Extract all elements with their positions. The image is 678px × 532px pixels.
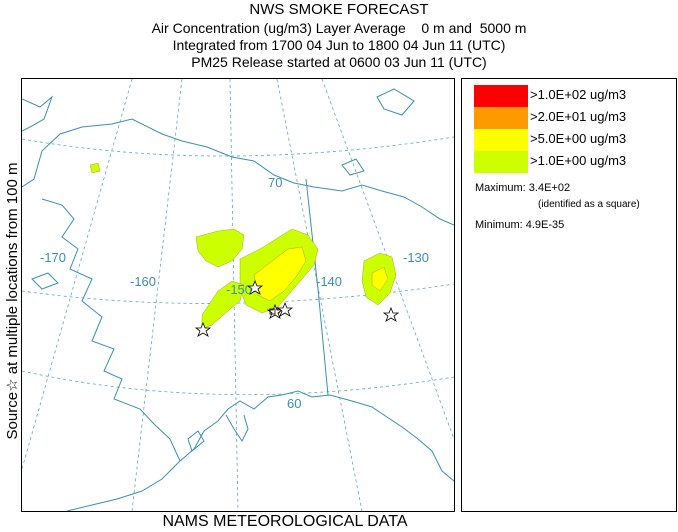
lon-label-170: -170 xyxy=(40,250,66,265)
kenai-peninsula xyxy=(225,414,249,442)
smoke-plumes xyxy=(89,162,397,330)
subtitle-release: PM25 Release started at 0600 03 Jun 11 (… xyxy=(191,54,487,70)
subtitle-concentration: Air Concentration (ug/m3) Layer Average … xyxy=(151,20,527,36)
legend-swatch-1 xyxy=(474,85,528,107)
graticule xyxy=(22,79,454,511)
map-canvas: -170 -160 -150 -140 -130 70 60 xyxy=(22,79,454,511)
footer-label: NAMS METEOROLOGICAL DATA xyxy=(162,513,408,530)
source-star-4 xyxy=(276,301,294,317)
source-star-1 xyxy=(194,321,212,337)
lat-line-65 xyxy=(22,283,454,304)
legend-item-4: >1.0E+00 ug/m3 xyxy=(474,151,674,173)
arctic-islands xyxy=(341,88,415,176)
legend-label-3: >5.0E+00 ug/m3 xyxy=(530,131,627,146)
lon-label-140: -140 xyxy=(316,274,342,289)
maximum-square xyxy=(269,308,276,315)
plume-east-mid xyxy=(371,266,389,292)
lon-label-160: -160 xyxy=(130,274,156,289)
plume-west-low xyxy=(195,228,245,268)
alaska-peninsula xyxy=(66,460,181,511)
lon-line-170 xyxy=(22,79,133,470)
subtitle-integration: Integrated from 1700 04 Jun to 1800 04 J… xyxy=(172,37,506,53)
maximum-note: (identified as a square) xyxy=(538,199,640,210)
legend-item-1: >1.0E+02 ug/m3 xyxy=(474,85,674,107)
coastline xyxy=(22,88,454,511)
kodiak-island xyxy=(187,430,205,452)
lon-line-140 xyxy=(276,79,363,511)
source-star-2 xyxy=(246,279,264,295)
legend-label-2: >2.0E+01 ug/m3 xyxy=(530,109,627,124)
alaska-north-coast xyxy=(22,118,454,226)
legend-item-3: >5.0E+00 ug/m3 xyxy=(474,129,674,151)
lon-label-150: -150 xyxy=(226,282,252,297)
lon-line-130 xyxy=(321,79,454,440)
lat-line-70 xyxy=(22,136,454,157)
source-star-5 xyxy=(382,306,400,322)
legend-panel: >1.0E+02 ug/m3 >2.0E+01 ug/m3 >5.0E+00 u… xyxy=(461,78,677,512)
source-markers xyxy=(194,279,400,337)
legend-item-2: >2.0E+01 ug/m3 xyxy=(474,107,674,129)
chukotka-coast xyxy=(22,95,54,132)
lon-line-160 xyxy=(131,79,183,511)
lat-line-60 xyxy=(22,370,454,395)
border-line xyxy=(305,178,329,396)
alaska-south-coast xyxy=(179,390,454,482)
lat-label-70: 70 xyxy=(268,175,282,190)
legend-swatch-2 xyxy=(474,107,528,129)
plume-north-speck xyxy=(89,162,101,174)
maximum-value: Maximum: 3.4E+02 xyxy=(475,182,571,194)
legend-swatch-3 xyxy=(474,129,528,151)
smoke-map[interactable]: -170 -160 -150 -140 -130 70 60 xyxy=(21,78,455,512)
alaska-west-coast xyxy=(41,198,181,462)
plume-central-mid xyxy=(253,246,307,302)
minimum-value: Minimum: 4.9E-35 xyxy=(475,219,565,231)
legend-label-4: >1.0E+00 ug/m3 xyxy=(530,153,627,168)
legend-swatch-4 xyxy=(474,151,528,173)
legend-label-1: >1.0E+02 ug/m3 xyxy=(530,87,627,102)
lon-label-130: -130 xyxy=(403,250,429,265)
lat-label-60: 60 xyxy=(287,396,301,411)
forecast-title: NWS SMOKE FORECAST xyxy=(249,1,429,18)
st-lawrence-island xyxy=(31,272,59,290)
